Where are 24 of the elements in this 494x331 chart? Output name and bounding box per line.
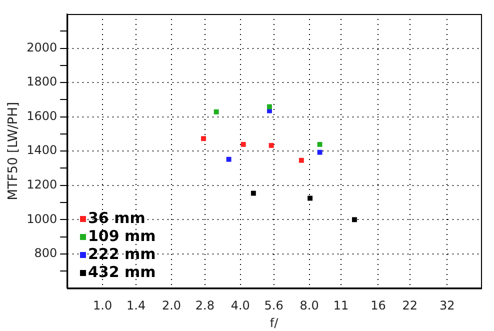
y-axis-title: MTF50 [LW/PH] [6,102,22,200]
legend-label: 222 mm [88,245,156,263]
x-tick-label: 8.0 [300,298,319,313]
x-tick-label: 1.0 [93,298,112,313]
x-tick-label: 11 [333,298,349,313]
x-tick-label: 22 [402,298,418,313]
x-tick-label: 2.8 [195,298,214,313]
y-tick-label: 1200 [26,178,58,192]
legend-label: 36 mm [88,209,146,227]
legend-label: 109 mm [88,227,156,245]
x-tick-label: 2.0 [162,298,182,313]
x-tick-label: 5.6 [264,298,284,313]
y-tick-label: 800 [34,246,58,260]
y-tick-label: 2000 [26,40,58,54]
legend-label: 432 mm [88,263,156,281]
x-tick-label: 4.0 [230,298,250,313]
x-axis-title: f/ [270,316,280,330]
y-tick-label: 1000 [26,212,58,226]
y-tick-label: 1600 [26,108,58,123]
x-tick-label: 32 [439,298,455,313]
x-tick-label: 1.4 [126,298,146,313]
y-tick-label: 1800 [26,74,58,89]
y-tick-label: 1400 [26,143,58,158]
x-tick-label: 16 [370,298,386,313]
